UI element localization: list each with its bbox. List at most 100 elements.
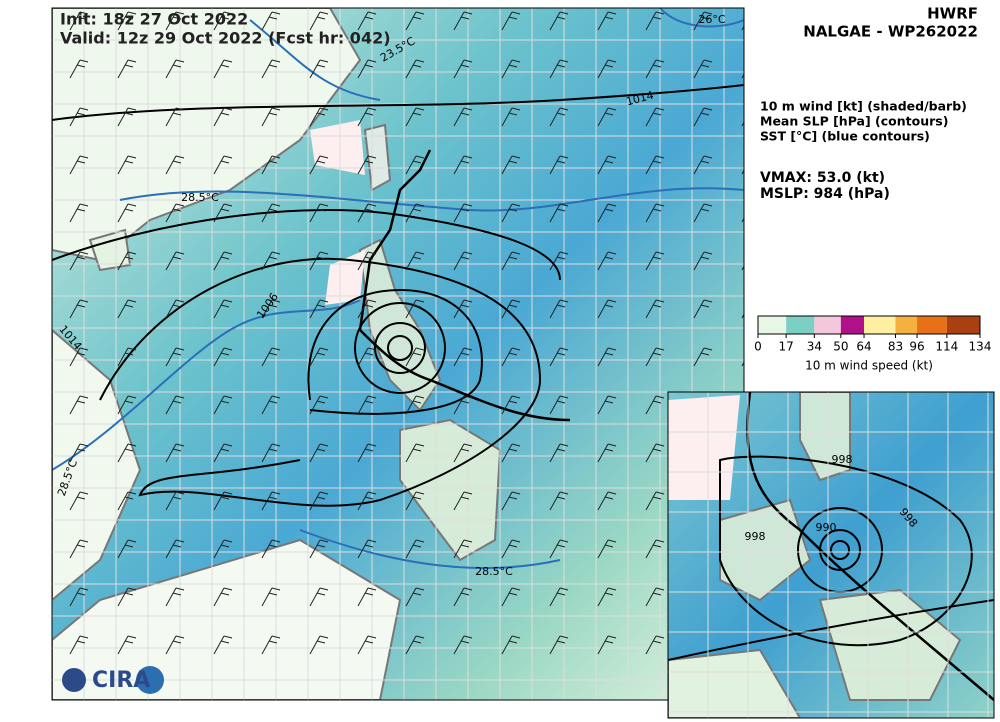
colorbar-tick-label: 50: [833, 340, 848, 354]
wind-barb: [117, 539, 137, 559]
wind-barb: [453, 299, 473, 319]
wind-barb: [645, 11, 665, 31]
wind-barb: [597, 635, 617, 655]
wind-barb: [309, 347, 329, 367]
wind-barb: [357, 59, 377, 79]
wind-barb: [501, 59, 521, 79]
wind-barb: [453, 587, 473, 607]
wind-barb: [549, 443, 569, 463]
wind-barb: [165, 203, 185, 223]
wind-barb: [501, 203, 521, 223]
wind-barb: [69, 395, 89, 415]
wind-barb: [645, 59, 665, 79]
wind-barb: [309, 251, 329, 271]
wind-barb: [69, 347, 89, 367]
wind-barb: [261, 251, 281, 271]
wind-barb: [501, 107, 521, 127]
colorbar-tick-label: 96: [909, 340, 924, 354]
colorbar-segment: [786, 316, 815, 334]
contour-label: 26°C: [698, 13, 725, 26]
colorbar-segment: [840, 316, 865, 334]
wind-barb: [453, 443, 473, 463]
wind-barb: [165, 11, 185, 31]
wind-barb: [693, 299, 713, 319]
wind-barb: [69, 587, 89, 607]
wind-barb: [693, 251, 713, 271]
wind-barb: [261, 395, 281, 415]
wind-barb: [453, 107, 473, 127]
wind-barb: [213, 587, 233, 607]
wind-barb: [165, 539, 185, 559]
wind-barb: [741, 265, 744, 271]
colorbar-tick-label: 134: [969, 340, 992, 354]
wind-barb: [405, 539, 425, 559]
valid-time: Valid: 12z 29 Oct 2022 (Fcst hr: 042): [60, 29, 391, 48]
colorbar-label: 10 m wind speed (kt): [805, 359, 933, 373]
wind-barb: [357, 587, 377, 607]
wind-barb: [117, 155, 137, 175]
wind-barb: [405, 11, 425, 31]
wind-barb: [117, 203, 137, 223]
wind-barb: [645, 443, 665, 463]
wind-barb: [213, 107, 233, 127]
wind-barb: [645, 155, 665, 175]
wind-barb: [357, 299, 377, 319]
wind-barb: [741, 169, 744, 175]
wind-barb: [69, 635, 89, 655]
colorbar-tick-label: 83: [888, 340, 903, 354]
wind-barb: [549, 107, 569, 127]
wind-barb: [645, 491, 665, 511]
wind-barb: [549, 203, 569, 223]
wind-barb: [213, 491, 233, 511]
wind-barb: [501, 491, 521, 511]
wind-barb: [261, 11, 281, 31]
wind-barb: [501, 587, 521, 607]
wind-barb: [213, 539, 233, 559]
colorbar-segment: [758, 316, 787, 334]
wind-barb: [357, 491, 377, 511]
wind-barb: [69, 443, 89, 463]
wind-barb: [165, 443, 185, 463]
wind-barb: [405, 299, 425, 319]
wind-barb: [693, 59, 713, 79]
wind-barb: [117, 59, 137, 79]
wind-barb: [405, 347, 425, 367]
wind-barb: [501, 443, 521, 463]
wind-barb: [645, 107, 665, 127]
wind-barb: [597, 155, 617, 175]
wind-barb: [357, 443, 377, 463]
wind-barb: [261, 155, 281, 175]
wind-barb: [549, 251, 569, 271]
wind-barb: [309, 587, 329, 607]
wind-barb: [165, 59, 185, 79]
wind-barb: [165, 395, 185, 415]
wind-barb: [741, 217, 744, 223]
wind-barb: [117, 347, 137, 367]
wind-barb: [741, 73, 744, 79]
storm-name: NALGAE - WP262022: [803, 23, 978, 41]
wind-barb: [549, 155, 569, 175]
wind-barb: [69, 155, 89, 175]
logo: CIRA: [62, 666, 164, 694]
wind-barb: [165, 635, 185, 655]
wind-barb: [309, 107, 329, 127]
wind-barb: [549, 59, 569, 79]
wind-barb: [213, 299, 233, 319]
model-name: HWRF: [927, 5, 978, 23]
wind-barb: [645, 299, 665, 319]
wind-barb: [165, 347, 185, 367]
contour-label: 998: [832, 453, 853, 466]
colorbar-tick-label: 17: [779, 340, 794, 354]
wind-barb: [69, 203, 89, 223]
wind-barb: [213, 395, 233, 415]
wind-barb: [693, 203, 713, 223]
colorbar-segment: [946, 316, 980, 334]
contour-label: 28.5°C: [181, 191, 219, 204]
wind-barb: [165, 251, 185, 271]
colorbar-tick-label: 114: [935, 340, 958, 354]
wind-barb: [405, 443, 425, 463]
wind-barb: [549, 635, 569, 655]
wind-barb: [357, 107, 377, 127]
wind-barb: [261, 539, 281, 559]
